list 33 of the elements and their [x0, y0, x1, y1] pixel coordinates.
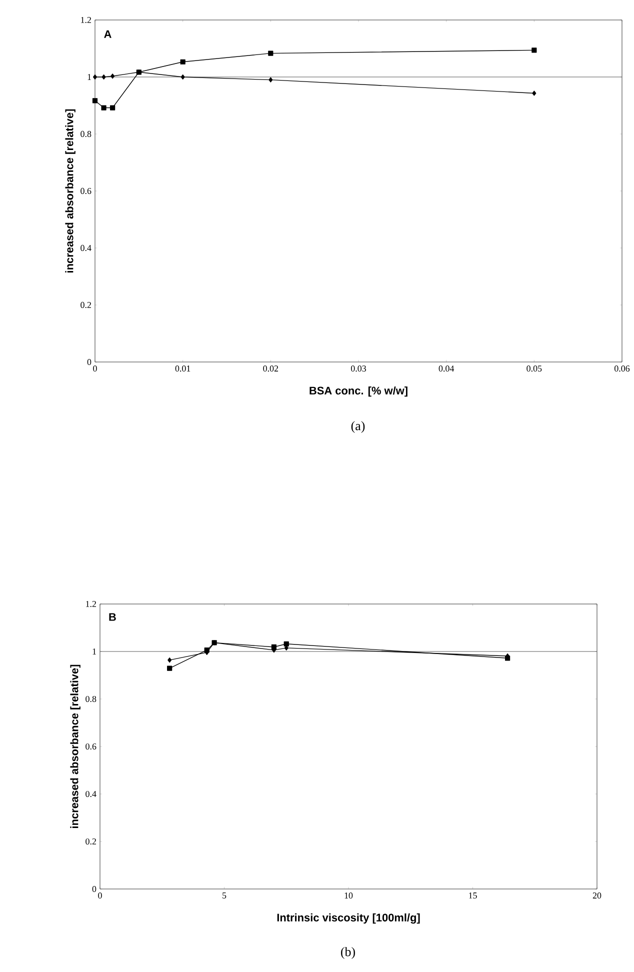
text: (b) — [341, 947, 355, 959]
x-tick-label: 5 — [222, 892, 226, 898]
y-tick-label: 0 — [87, 358, 92, 366]
x-tick-label: 0.06 — [614, 366, 630, 372]
x-tick-label: 0.03 — [351, 366, 366, 372]
y-tick-label: 1.2 — [86, 600, 96, 608]
y-tick-label: 1 — [92, 648, 96, 654]
x-tick-label: 15 — [469, 892, 477, 899]
y-tick-label: 0.4 — [86, 790, 96, 798]
y-tick-label: 0.6 — [86, 743, 96, 750]
x-tick-label: 10 — [344, 892, 353, 899]
x-tick-label: 0.02 — [263, 366, 278, 372]
y-tick-label: 0 — [92, 886, 96, 892]
y-tick-label: 0.4 — [80, 244, 92, 252]
annotation: B — [109, 613, 116, 621]
annotation: A — [104, 30, 112, 38]
text: (a) — [351, 421, 365, 433]
y-tick-label: 0.8 — [80, 130, 92, 138]
x-tick-label: 0.05 — [526, 366, 542, 372]
y-axis-title: increased absorbance [relative] — [65, 109, 76, 272]
y-tick-label: 0.6 — [80, 188, 92, 194]
x-tick-label: 20 — [592, 892, 602, 899]
y-tick-label: 1.2 — [81, 16, 91, 24]
x-tick-label: 0.04 — [438, 366, 454, 372]
y-tick-label: 1 — [88, 74, 91, 80]
y-axis-title: increased absorbance [relative] — [70, 664, 80, 828]
y-tick-label: 0.8 — [86, 696, 96, 702]
x-axis-title: Intrinsic viscosity [100ml/g] — [277, 913, 420, 924]
y-tick-label: 0.2 — [86, 838, 96, 845]
x-axis-title: BSA conc. [% w/w] — [310, 386, 408, 397]
x-tick-label: 0.01 — [175, 366, 190, 372]
y-tick-label: 0.2 — [80, 302, 91, 308]
x-tick-label: 0 — [98, 892, 102, 899]
